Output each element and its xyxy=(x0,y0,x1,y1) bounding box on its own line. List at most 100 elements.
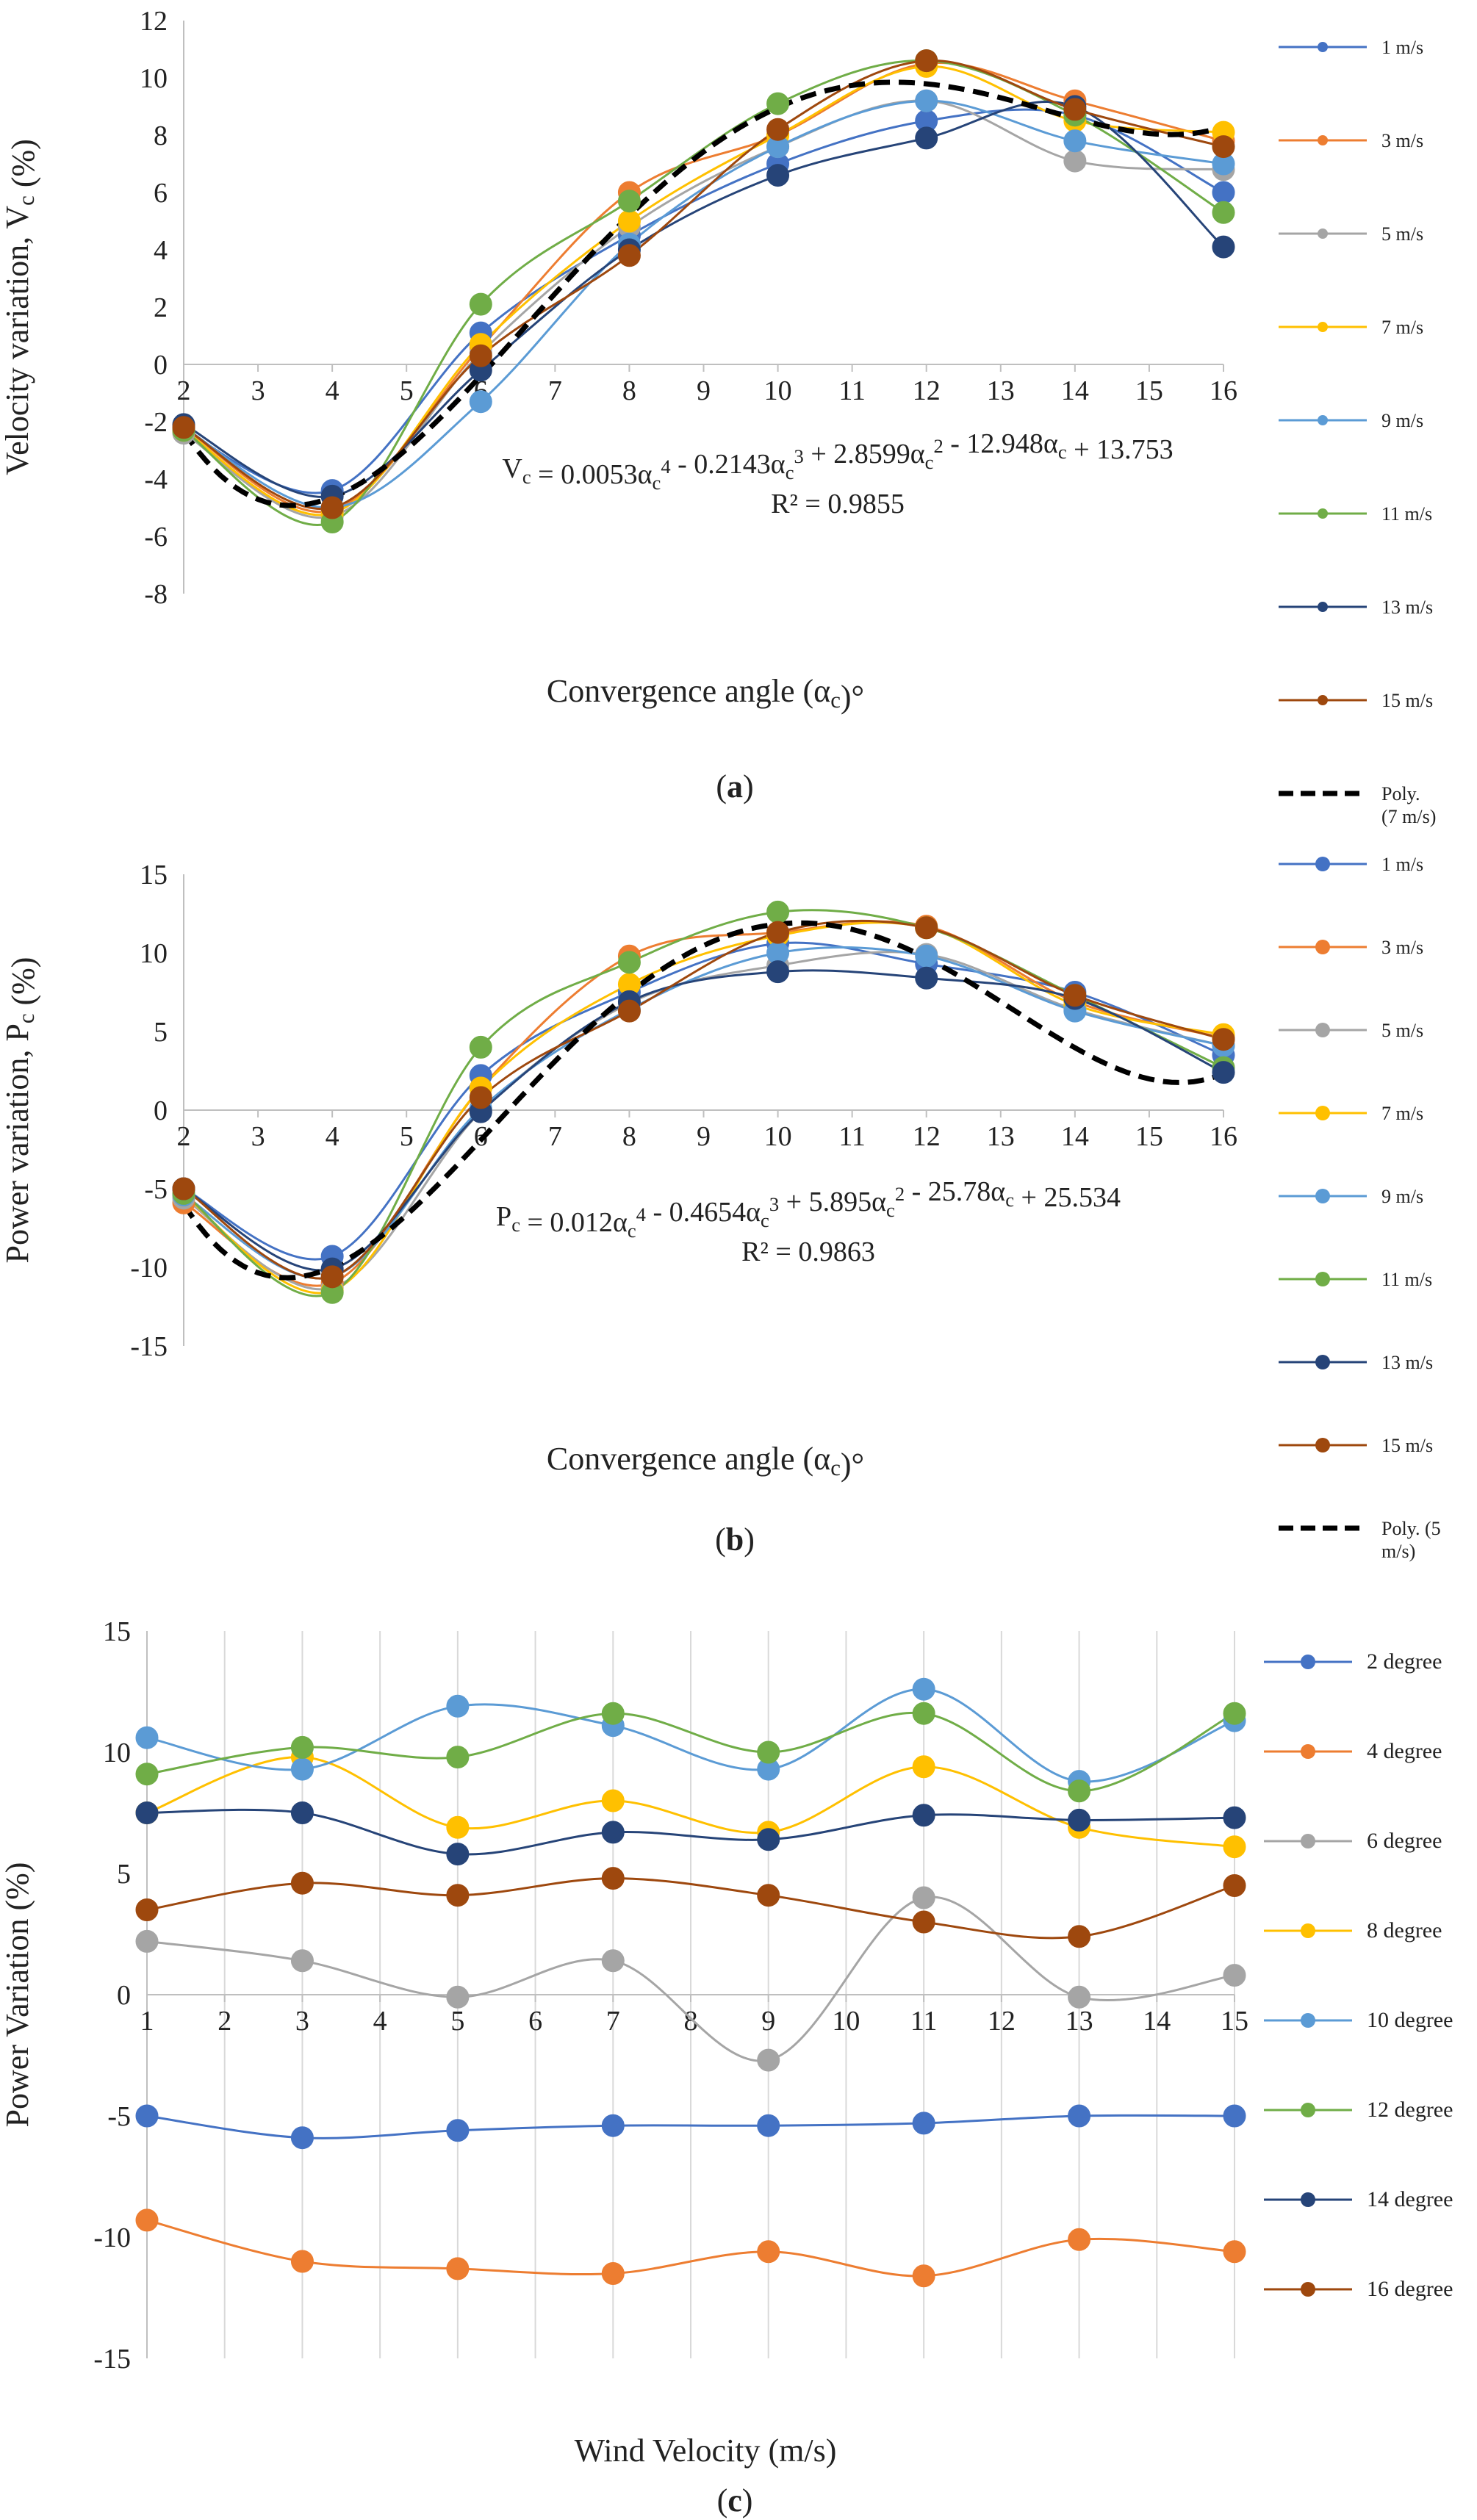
chart-c-data-point xyxy=(1223,1964,1246,1987)
chart-c-y-axis-title: Power Variation (%) xyxy=(0,1862,35,2128)
chart-b-data-point xyxy=(766,921,790,944)
legend-swatch-marker xyxy=(1301,2282,1315,2297)
panel-c: -15 -10 -5 0 5 10 15 1 2 3 4 5 6 7 8 9 10 11 12 13 14 15 Wind … xyxy=(0,1594,1477,2520)
chart-c-x-tick-label: 6 xyxy=(528,2006,542,2037)
chart-b-legend-label: 13 m/s xyxy=(1381,1352,1433,1373)
chart-a-legend-label: 11 m/s xyxy=(1381,503,1432,525)
chart-b-equation: Pc = 0.012αc4 - 0.4654αc3 + 5.895αc2 - 2… xyxy=(496,1176,1121,1242)
chart-c-data-point xyxy=(601,2262,625,2285)
chart-b-x-tick-label: 14 xyxy=(1061,1121,1089,1152)
chart-b-legend-label-cont: m/s) xyxy=(1381,1541,1415,1562)
chart-a-data-point xyxy=(617,190,641,213)
chart-a-legend-label: Poly. xyxy=(1381,783,1420,804)
chart-c-x-tick-label: 8 xyxy=(684,2006,698,2037)
chart-b-legend-item: 7 m/s xyxy=(1279,1103,1423,1124)
chart-a-trendline xyxy=(182,79,1224,508)
chart-a-x-tick-label: 5 xyxy=(400,375,414,406)
chart-a-data-point xyxy=(320,496,344,519)
chart-a-x-tick-label: 9 xyxy=(697,375,711,406)
chart-b-data-point xyxy=(766,900,790,924)
chart-c-y-tick-label: 15 xyxy=(103,1616,131,1647)
chart-a-y-tick-label: 4 xyxy=(154,235,168,266)
chart-b-x-tick-label: 5 xyxy=(400,1121,414,1152)
chart-b-y-tick-label: -5 xyxy=(144,1174,168,1205)
chart-b-x-tick-label: 9 xyxy=(697,1121,711,1152)
chart-c-x-tick-label: 5 xyxy=(450,2006,464,2037)
chart-c-data-point xyxy=(290,2126,314,2150)
chart-c-series-line xyxy=(146,1808,1235,1856)
chart-a-series-line xyxy=(183,65,1224,516)
chart-a-data-point xyxy=(469,390,492,414)
chart-b-series-line xyxy=(183,920,1224,1287)
chart-b-x-tick-label: 12 xyxy=(913,1121,941,1152)
chart-a-y-tick-label: 12 xyxy=(140,6,168,37)
legend-swatch-marker xyxy=(1318,228,1328,239)
chart-b-x-tick-label: 15 xyxy=(1135,1121,1163,1152)
chart-a-legend-item: 13 m/s xyxy=(1279,597,1433,618)
chart-c-series-line xyxy=(146,1756,1235,1848)
chart-b-legend-item: Poly. (5m/s) xyxy=(1279,1518,1441,1562)
chart-c-series-line xyxy=(146,1711,1235,1793)
legend-swatch-marker xyxy=(1301,2103,1315,2117)
chart-c-x-tick-label: 12 xyxy=(988,2006,1016,2037)
chart-b-legend-item: 11 m/s xyxy=(1279,1269,1432,1290)
chart-b-legend-label: 11 m/s xyxy=(1381,1269,1432,1290)
chart-c-legend-item: 10 degree xyxy=(1264,2008,1453,2032)
chart-a-y-tick-label: -6 xyxy=(144,522,168,552)
chart-b-legend-item: 13 m/s xyxy=(1279,1352,1433,1373)
chart-c-legend-item: 4 degree xyxy=(1264,1739,1442,1763)
chart-c-data-point xyxy=(1068,1808,1091,1832)
chart-b-y-axis-title: Power variation, Pc (%) xyxy=(0,957,41,1264)
chart-c-data-point xyxy=(757,2114,780,2137)
chart-c-data-point xyxy=(135,2208,159,2232)
chart-a-caption: (a) xyxy=(716,768,753,804)
chart-c-data-point xyxy=(1223,2240,1246,2264)
chart-c-data-point xyxy=(757,2240,780,2264)
chart-b-legend-label: 7 m/s xyxy=(1381,1103,1423,1124)
chart-c-data-point xyxy=(601,1821,625,1844)
chart-c-y-tick-label: -15 xyxy=(93,2344,131,2375)
chart-a-legend-label: 5 m/s xyxy=(1381,223,1423,245)
legend-swatch-marker xyxy=(1318,602,1328,612)
chart-c-data-point xyxy=(912,1702,935,1725)
chart-a-x-tick-label: 8 xyxy=(622,375,636,406)
chart-c-legend: 2 degree 4 degree 6 degree 8 degree 10 degre… xyxy=(1264,1649,1453,2301)
chart-b-legend-label: 3 m/s xyxy=(1381,937,1423,958)
chart-c-legend-item: 12 degree xyxy=(1264,2098,1453,2122)
chart-c-data-point xyxy=(1223,1702,1246,1725)
chart-c-data-point xyxy=(290,1871,314,1895)
chart-c-data-point xyxy=(446,1884,470,1907)
legend-swatch-marker xyxy=(1318,135,1328,145)
chart-a-data-point xyxy=(469,292,492,316)
chart-b-legend-label: 15 m/s xyxy=(1381,1435,1433,1456)
chart-a-series-line xyxy=(183,99,1224,509)
chart-c-data-point xyxy=(1223,2104,1246,2128)
chart-b-x-axis-title: Convergence angle (αc)° xyxy=(547,1441,864,1483)
chart-b-r-squared: R² = 0.9863 xyxy=(741,1236,875,1267)
chart-c-data-point xyxy=(912,1886,935,1909)
chart-a-data-point xyxy=(617,244,641,267)
chart-a-data-point xyxy=(1212,135,1235,159)
chart-a-data-point xyxy=(766,164,790,187)
chart-b-data-point xyxy=(469,1086,492,1109)
chart-a-r-squared: R² = 0.9855 xyxy=(771,489,905,519)
chart-c-y-tick-label: 10 xyxy=(103,1738,131,1768)
chart-c-data-point xyxy=(446,1694,470,1718)
chart-c-data-point xyxy=(290,1801,314,1824)
chart-b-legend-label: 9 m/s xyxy=(1381,1186,1423,1207)
chart-b-data-point xyxy=(469,1035,492,1059)
chart-c-data-point xyxy=(912,2264,935,2288)
chart-c-x-tick-label: 14 xyxy=(1143,2006,1171,2037)
chart-c-x-tick-label: 11 xyxy=(910,2006,938,2037)
chart-c-data-point xyxy=(912,1804,935,1827)
legend-swatch-marker xyxy=(1301,2192,1315,2207)
chart-a-x-tick-label: 10 xyxy=(764,375,792,406)
chart-c-series-line xyxy=(146,1896,1235,2062)
chart-a-plot: -8-6-4-20246810122345678910111213141516V… xyxy=(0,6,1436,827)
chart-b-y-tick-label: 0 xyxy=(154,1095,168,1126)
chart-a-legend-label: 3 m/s xyxy=(1381,130,1423,151)
legend-swatch-marker xyxy=(1315,1189,1330,1203)
chart-c-caption: (c) xyxy=(717,2483,753,2519)
chart-a-legend-label-cont: (7 m/s) xyxy=(1381,806,1436,827)
